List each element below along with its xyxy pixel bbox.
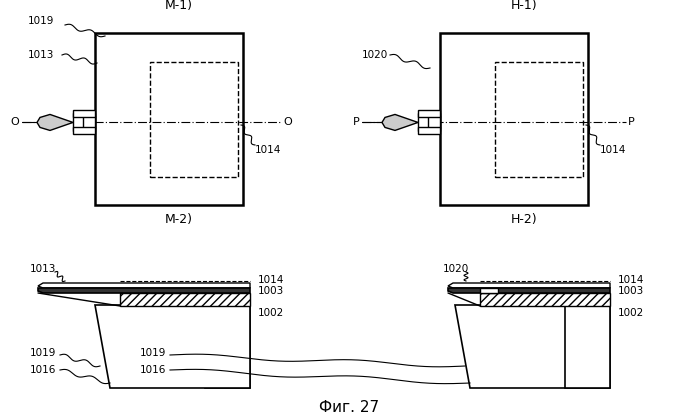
Polygon shape: [448, 288, 610, 293]
Text: 1019: 1019: [28, 16, 55, 26]
Text: 1020: 1020: [443, 264, 469, 274]
Text: 1016: 1016: [30, 365, 57, 375]
Text: O: O: [10, 118, 19, 127]
Text: 1014: 1014: [600, 145, 626, 155]
Bar: [205, 305, 250, 388]
Text: 1019: 1019: [140, 348, 166, 358]
Text: Н-1): Н-1): [511, 0, 538, 11]
Text: 1016: 1016: [140, 365, 166, 375]
Bar: [73, 110, 95, 118]
Text: 1002: 1002: [258, 308, 284, 318]
Polygon shape: [95, 305, 250, 388]
Bar: [495, 62, 583, 177]
Bar: [120, 293, 250, 306]
Polygon shape: [37, 114, 73, 131]
Text: 1014: 1014: [255, 145, 282, 155]
Text: P: P: [353, 118, 360, 127]
Bar: [418, 110, 440, 118]
Text: 1014: 1014: [618, 275, 644, 285]
Text: 1003: 1003: [258, 286, 284, 296]
Polygon shape: [38, 283, 250, 288]
Text: Фиг. 27: Фиг. 27: [319, 401, 379, 415]
Bar: [480, 288, 498, 293]
Polygon shape: [455, 305, 610, 388]
Polygon shape: [448, 283, 610, 288]
Polygon shape: [382, 114, 418, 131]
Text: O: O: [283, 118, 291, 127]
Bar: [83, 116, 95, 129]
Text: 1013: 1013: [28, 50, 55, 60]
Text: 1014: 1014: [258, 275, 284, 285]
Text: 1003: 1003: [618, 286, 644, 296]
Bar: [73, 127, 95, 134]
Polygon shape: [38, 288, 250, 293]
Text: 1019: 1019: [30, 348, 57, 358]
Bar: [440, 33, 588, 205]
Bar: [428, 116, 440, 129]
Text: 1020: 1020: [362, 50, 388, 60]
Text: P: P: [628, 118, 635, 127]
Bar: [418, 113, 440, 131]
Bar: [73, 113, 95, 131]
Text: 1002: 1002: [618, 308, 644, 318]
Bar: [95, 33, 243, 205]
Bar: [480, 293, 610, 306]
Bar: [418, 127, 440, 134]
Text: М-2): М-2): [165, 213, 193, 226]
Text: Н-2): Н-2): [511, 213, 538, 226]
Bar: [150, 62, 238, 177]
Bar: [565, 305, 610, 388]
Text: 1013: 1013: [30, 264, 57, 274]
Text: М-1): М-1): [165, 0, 193, 11]
